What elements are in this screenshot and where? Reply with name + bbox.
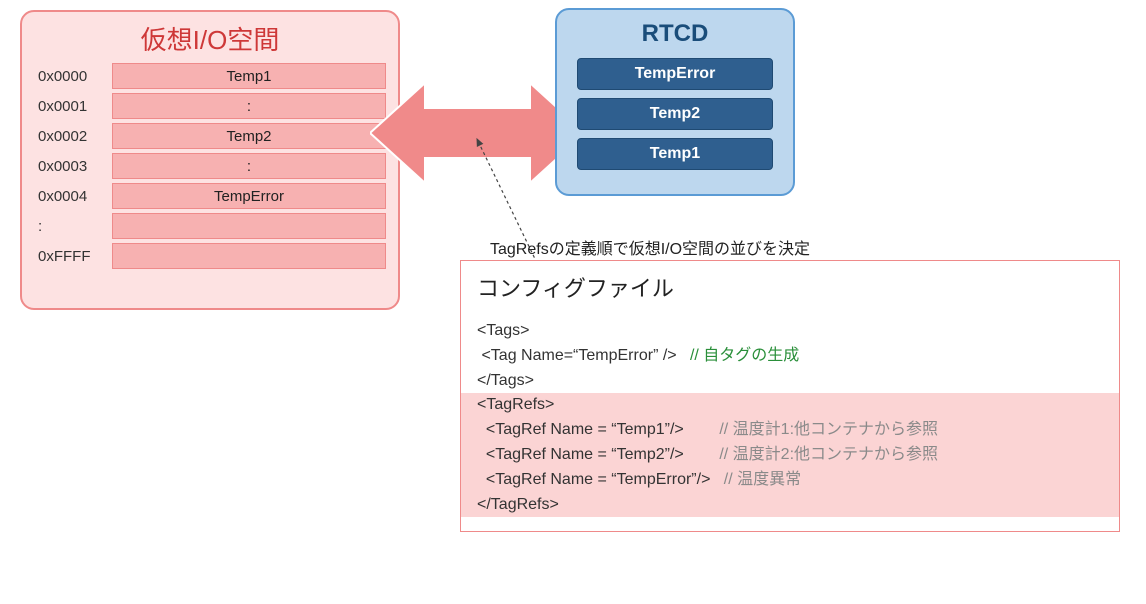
code-comment: // 自タグの生成 — [677, 347, 800, 364]
code-line: </TagRefs> — [461, 493, 1119, 518]
vio-address: 0x0002 — [34, 128, 112, 145]
caption-text: TagRefsの定義順で仮想I/O空間の並びを決定 — [490, 235, 810, 259]
code-text: </Tags> — [477, 372, 534, 389]
rtcd-item: Temp1 — [577, 138, 773, 170]
vio-address: 0x0000 — [34, 68, 112, 85]
vio-cell: TempError — [112, 183, 386, 209]
code-comment: // 温度計1:他コンテナから参照 — [684, 421, 938, 438]
vio-cell — [112, 243, 386, 269]
bidirectional-arrow-icon — [370, 78, 585, 188]
code-text: <Tags> — [477, 322, 529, 339]
code-text: <Tag Name=“TempError” /> — [477, 347, 677, 364]
code-text: <TagRefs> — [477, 396, 554, 413]
vio-address: : — [34, 218, 112, 235]
config-panel: コンフィグファイル <Tags> <Tag Name=“TempError” /… — [460, 260, 1120, 532]
code-line: <Tags> — [477, 322, 529, 339]
vio-address: 0xFFFF — [34, 248, 112, 265]
vio-row: 0x0003: — [34, 153, 386, 179]
virtual-io-title: 仮想I/O空間 — [34, 20, 386, 57]
virtual-io-rows: 0x0000Temp10x0001:0x0002Temp20x0003:0x00… — [34, 63, 386, 269]
vio-address: 0x0004 — [34, 188, 112, 205]
code-line: <TagRef Name = “TempError”/> // 温度異常 — [461, 468, 1119, 493]
vio-row: : — [34, 213, 386, 239]
code-line: </Tags> — [477, 372, 534, 389]
rtcd-items: TempError Temp2 Temp1 — [577, 58, 773, 170]
vio-address: 0x0003 — [34, 158, 112, 175]
vio-cell — [112, 213, 386, 239]
vio-row: 0x0000Temp1 — [34, 63, 386, 89]
rtcd-panel: RTCD TempError Temp2 Temp1 — [555, 8, 795, 196]
vio-cell: : — [112, 93, 386, 119]
code-text: </TagRefs> — [477, 496, 559, 513]
virtual-io-panel: 仮想I/O空間 0x0000Temp10x0001:0x0002Temp20x0… — [20, 10, 400, 310]
config-code: <Tags> <Tag Name=“TempError” /> // 自タグの生… — [477, 319, 1103, 517]
code-line: <TagRef Name = “Temp2”/> // 温度計2:他コンテナから… — [461, 443, 1119, 468]
code-text: <TagRef Name = “Temp2”/> — [477, 446, 684, 463]
code-line: <TagRef Name = “Temp1”/> // 温度計1:他コンテナから… — [461, 418, 1119, 443]
rtcd-item: Temp2 — [577, 98, 773, 130]
vio-cell: Temp2 — [112, 123, 386, 149]
vio-cell: : — [112, 153, 386, 179]
vio-row: 0xFFFF — [34, 243, 386, 269]
rtcd-item: TempError — [577, 58, 773, 90]
rtcd-title: RTCD — [577, 20, 773, 48]
code-line: <Tag Name=“TempError” /> // 自タグの生成 — [477, 347, 799, 364]
config-title: コンフィグファイル — [477, 271, 1103, 303]
code-text: <TagRef Name = “Temp1”/> — [477, 421, 684, 438]
code-line: <TagRefs> — [461, 393, 1119, 418]
vio-row: 0x0004TempError — [34, 183, 386, 209]
vio-cell: Temp1 — [112, 63, 386, 89]
code-text: <TagRef Name = “TempError”/> — [477, 471, 710, 488]
vio-row: 0x0001: — [34, 93, 386, 119]
vio-row: 0x0002Temp2 — [34, 123, 386, 149]
vio-address: 0x0001 — [34, 98, 112, 115]
code-comment: // 温度計2:他コンテナから参照 — [684, 446, 938, 463]
code-comment: // 温度異常 — [710, 471, 801, 488]
